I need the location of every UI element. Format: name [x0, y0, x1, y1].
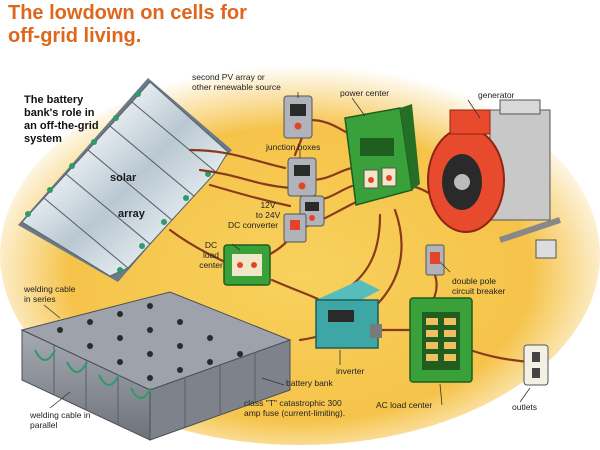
- cable-array-to-junction-3: [208, 183, 292, 208]
- array-word: array: [118, 208, 145, 220]
- label-outlets: outlets: [512, 402, 538, 412]
- cable-dcload-to-inverter: [270, 278, 322, 302]
- role-caption: The battery bank's role in an off-the-gr…: [24, 94, 124, 146]
- role-caption-line-4: system: [24, 133, 62, 145]
- label-leaders: [43, 92, 531, 409]
- generator: [427, 99, 561, 259]
- label-battery-bank: battery bank: [286, 378, 333, 388]
- label-double-pole-breaker: double pole circuit breaker: [452, 276, 505, 296]
- label-welding-series-line-2: in series: [24, 294, 56, 304]
- cable-array-to-dcload: [168, 228, 227, 264]
- power-center: [344, 104, 420, 206]
- label-double-pole-line-1: double pole: [452, 276, 496, 286]
- label-second-pv-line-1: second PV array or: [192, 72, 265, 82]
- welding-cable-loops: [34, 349, 152, 399]
- dc-load-center: [223, 244, 271, 286]
- label-double-pole-line-2: circuit breaker: [452, 286, 506, 296]
- dc-converter: [283, 213, 307, 243]
- solar-terminals: [25, 91, 211, 273]
- label-dc-converter: 12V to 24V: [244, 200, 292, 220]
- label-dc-load-line-1: DC: [204, 240, 218, 250]
- page-title: The lowdown on cells for off-grid living…: [8, 2, 368, 48]
- label-junction-boxes: junction boxes: [266, 142, 321, 152]
- battery-bank: [20, 291, 292, 441]
- label-dc-load-line-2: load: [202, 250, 220, 260]
- label-welding-series-line-1: welding cable: [24, 284, 76, 294]
- role-caption-line-3: an off-the-grid: [24, 120, 99, 132]
- label-fuse-line-1: class "T" catastrophic 300: [244, 398, 342, 408]
- label-converter-line-2: to 24V: [255, 210, 281, 220]
- label-inverter: inverter: [336, 366, 365, 376]
- label-welding-parallel-line-1: welding cable in: [30, 410, 91, 420]
- junction-box-1: [287, 157, 317, 197]
- cable-array-to-junction-2: [198, 168, 292, 190]
- label-converter-line-1: 12V: [260, 200, 276, 210]
- label-fuse-line-2: amp fuse (current-limiting).: [244, 408, 346, 418]
- label-dc-load-line-3: center: [199, 260, 223, 270]
- label-power-center: power center: [340, 88, 390, 98]
- label-dc-converter-name: DC converter: [228, 220, 279, 230]
- pv-junction-box: [283, 95, 313, 139]
- label-welding-parallel: welding cable in parallel: [30, 410, 90, 430]
- cable-array-to-junction-1: [188, 148, 287, 170]
- label-welding-series: welding cable in series: [24, 284, 76, 304]
- double-pole-breaker: [425, 244, 445, 276]
- title-line-2: off-grid living.: [8, 25, 142, 47]
- label-second-pv-array: second PV array or other renewable sourc…: [192, 72, 281, 92]
- solar-word: solar: [110, 172, 137, 184]
- label-welding-parallel-line-2: parallel: [30, 420, 58, 430]
- ac-load-center: [409, 297, 473, 383]
- role-caption-line-2: bank's role in: [24, 107, 95, 119]
- label-fuse: class "T" catastrophic 300 amp fuse (cur…: [244, 398, 345, 418]
- cable-power-to-inverter: [350, 213, 382, 287]
- label-ac-load-center: AC load center: [376, 400, 433, 410]
- battery-cell-dividers: [53, 345, 256, 427]
- outlet: [523, 344, 549, 386]
- label-dc-load-center: DC load center: [198, 240, 224, 270]
- inverter: [315, 280, 382, 349]
- label-second-pv-line-2: other renewable source: [192, 82, 281, 92]
- battery-terminals: [57, 303, 243, 381]
- title-line-1: The lowdown on cells for: [8, 2, 247, 24]
- label-generator: generator: [478, 90, 515, 100]
- role-caption-line-1: The battery: [24, 94, 84, 106]
